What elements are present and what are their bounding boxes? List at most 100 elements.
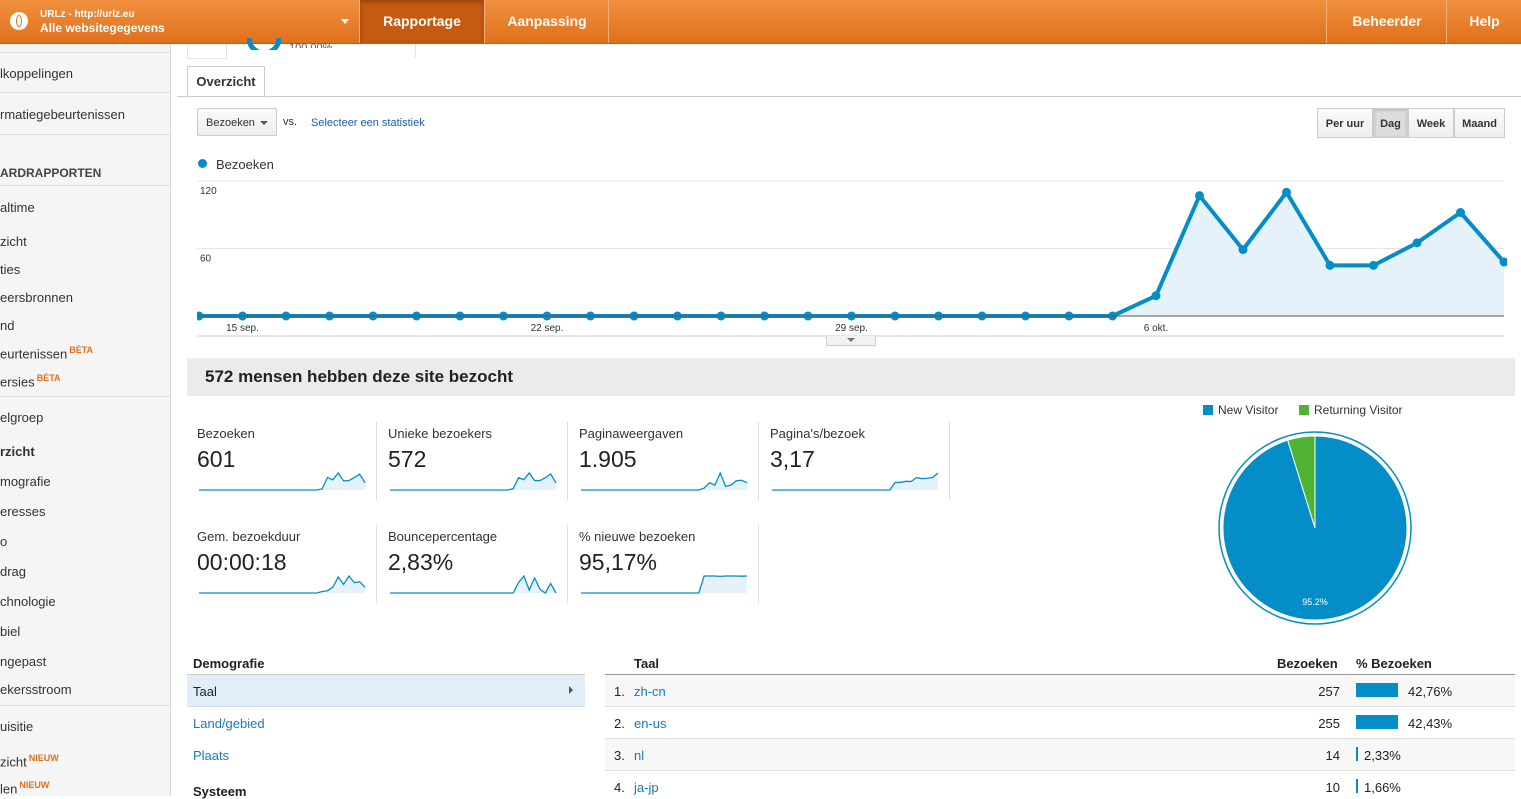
sparkline-line <box>390 471 557 491</box>
pie-legend-returning-visitor[interactable]: Returning Visitor <box>1299 403 1403 417</box>
sidebar-item-aangepast[interactable]: ngepast <box>0 654 47 669</box>
chart-y-tick-label: 60 <box>200 254 212 265</box>
sidebar-item-gebeurtenissen[interactable]: eurtenissen BÈTA <box>0 345 170 361</box>
tab-rapportage[interactable]: Rapportage <box>359 0 484 43</box>
sidebar-item-demografie[interactable]: mografie <box>0 474 51 489</box>
metric-tile-unieke-bezoekers[interactable]: Unieke bezoekers 572 <box>378 418 568 498</box>
summary-headline: 572 mensen hebben deze site bezocht <box>205 367 513 386</box>
site-url[interactable]: URLz - http://urlz.eu <box>40 9 135 20</box>
tab-aanpassing[interactable]: Aanpassing <box>484 0 609 43</box>
summary-bar: 572 mensen hebben deze site bezocht <box>187 358 1515 396</box>
period-dag-button[interactable]: Dag <box>1373 108 1408 138</box>
chart-data-point[interactable] <box>1412 238 1422 248</box>
sidebar-item-doelgroep-overzicht[interactable]: rzicht <box>0 444 35 459</box>
sidebar-item-bezoekersstroom[interactable]: ekersstroom <box>0 682 72 697</box>
metric-tile-bezoeken[interactable]: Bezoeken 601 <box>187 418 377 498</box>
period-per-uur-button[interactable]: Per uur <box>1317 108 1373 138</box>
legend-label: New Visitor <box>1218 403 1279 417</box>
metric-tile-nieuwe-bezoeken[interactable]: % nieuwe bezoeken 95,17% <box>569 521 759 601</box>
sidebar-item-technologie[interactable]: chnologie <box>0 594 56 609</box>
table-header-bezoeken[interactable]: Bezoeken <box>1277 656 1338 671</box>
chevron-down-icon[interactable] <box>341 19 349 24</box>
chart-data-point[interactable] <box>1499 257 1508 267</box>
sidebar-item-label: ersies <box>0 374 35 390</box>
table-header-pct-bezoeken[interactable]: % Bezoeken <box>1356 656 1432 671</box>
chart-expand-handle[interactable] <box>826 336 876 346</box>
chart-data-point[interactable] <box>1282 187 1291 197</box>
chart-data-point[interactable] <box>1325 260 1335 270</box>
pie-outer-ring <box>1218 431 1412 625</box>
period-maand-button[interactable]: Maand <box>1454 108 1505 138</box>
row-language-link[interactable]: en-us <box>634 716 667 731</box>
select-statistic-link[interactable]: Selecteer een statistiek <box>311 117 425 129</box>
chevron-down-icon <box>847 338 855 342</box>
tab-beheerder[interactable]: Beheerder <box>1326 0 1447 43</box>
sidebar-item-realtime[interactable]: altime <box>0 200 35 215</box>
sparkline-fill <box>581 576 747 593</box>
sidebar-item-interesses[interactable]: eresses <box>0 504 46 519</box>
demographics-item-land-gebied[interactable]: Land/gebied <box>193 716 265 731</box>
sidebar-item-inhoud[interactable]: nd <box>0 318 15 333</box>
divider <box>605 706 1515 707</box>
sparkline-line <box>390 574 557 594</box>
sidebar-item-informatiegebeurtenissen[interactable]: rmatiegebeurtenissen <box>0 107 126 122</box>
divider <box>376 422 377 500</box>
sidebar-item-acquisitie-overzicht[interactable]: zicht NIEUW <box>0 753 170 769</box>
row-language-link[interactable]: zh-cn <box>634 684 666 699</box>
site-name[interactable]: Alle websitegegevens <box>40 21 165 35</box>
row-visits: 257 <box>1318 684 1340 699</box>
row-visits: 10 <box>1325 780 1340 795</box>
metric-value: 3,17 <box>770 446 815 472</box>
metric-tile-paginas-per-bezoek[interactable]: Pagina's/bezoek 3,17 <box>760 418 950 498</box>
metric-sparkline <box>390 471 557 491</box>
sidebar-item-doelgroep[interactable]: elgroep <box>0 410 44 425</box>
visits-line-chart[interactable]: 120 60 15 sep. 22 sep. 29 sep. 6 okt. <box>197 176 1507 348</box>
row-language-link[interactable]: ja-jp <box>634 780 659 795</box>
chevron-down-icon <box>260 121 268 125</box>
sidebar-item-conversies[interactable]: ersies BÈTA <box>0 373 170 389</box>
chart-data-point[interactable] <box>1151 291 1161 301</box>
sidebar-item-koppelingen[interactable]: lkoppelingen <box>0 66 74 81</box>
sidebar-item-gedrag[interactable]: drag <box>0 564 27 579</box>
sparkline-fill <box>199 473 365 490</box>
pie-slice[interactable] <box>1287 435 1316 529</box>
metric-tile-paginaweergaven[interactable]: Paginaweergaven 1.905 <box>569 418 759 498</box>
system-title: Systeem <box>193 784 247 799</box>
chart-data-point[interactable] <box>1369 260 1378 270</box>
chart-data-point[interactable] <box>1456 208 1465 217</box>
sparkline-fill <box>772 473 938 490</box>
divider <box>605 674 1515 675</box>
metric-tile-gem-bezoekduur[interactable]: Gem. bezoekduur 00:00:18 <box>187 521 377 601</box>
sidebar-item-acquisitie[interactable]: uisitie <box>0 719 34 734</box>
sidebar-item-overzicht[interactable]: zicht <box>0 234 27 249</box>
sidebar-item-kanalen[interactable]: len NIEUW <box>0 780 170 796</box>
demographics-item-plaats[interactable]: Plaats <box>193 748 230 763</box>
chart-data-point[interactable] <box>1195 191 1204 201</box>
metric-tile-bouncepercentage[interactable]: Bouncepercentage 2,83% <box>378 521 568 601</box>
sparkline-fill <box>581 473 747 490</box>
divider <box>0 134 170 135</box>
demographics-item-taal[interactable] <box>187 675 585 707</box>
sidebar-item-label: zicht <box>0 754 27 770</box>
divider <box>376 525 377 603</box>
chart-data-point[interactable] <box>1238 245 1248 255</box>
metric-select[interactable]: Bezoeken <box>197 108 277 136</box>
legend-swatch <box>1203 405 1213 415</box>
top-bar: URLz - http://urlz.eu Alle websitegegeve… <box>0 0 1521 44</box>
demographics-item-taal-label[interactable]: Taal <box>193 684 217 699</box>
visitor-type-pie-chart[interactable]: 95.2% <box>1215 428 1415 628</box>
sidebar-item-mobiel[interactable]: biel <box>0 624 21 639</box>
pie-legend-new-visitor[interactable]: New Visitor <box>1203 403 1278 417</box>
globe-icon <box>10 12 28 30</box>
sidebar-item-verkeersbronnen[interactable]: eersbronnen <box>0 290 73 305</box>
tab-overzicht[interactable]: Overzicht <box>187 66 265 98</box>
sidebar-item-locaties[interactable]: ties <box>0 262 21 277</box>
metric-value: 2,83% <box>388 549 454 575</box>
tab-help[interactable]: Help <box>1446 0 1521 43</box>
period-week-button[interactable]: Week <box>1408 108 1454 138</box>
sidebar-item-geo[interactable]: o <box>0 534 8 549</box>
tab-underline <box>177 96 1521 97</box>
row-share-bar <box>1356 747 1359 761</box>
row-language-link[interactable]: nl <box>634 748 645 763</box>
sparkline-line <box>199 574 366 594</box>
